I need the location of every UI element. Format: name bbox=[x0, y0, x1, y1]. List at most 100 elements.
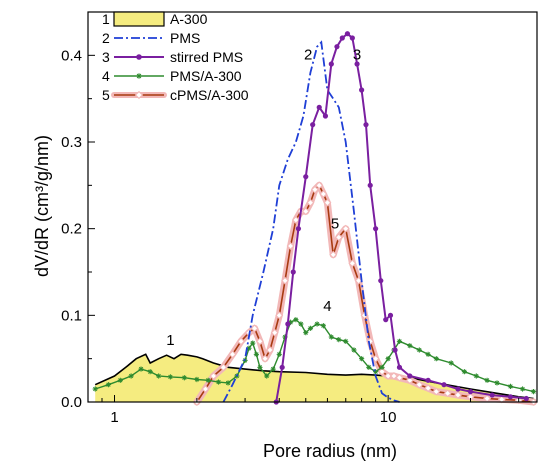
series-4-point bbox=[147, 369, 153, 375]
series-4-point bbox=[205, 377, 211, 383]
series-5-point bbox=[371, 354, 380, 363]
series-5-point bbox=[201, 385, 210, 393]
curve-labels: 1 2 3 4 5 bbox=[166, 47, 361, 349]
series-4-point bbox=[396, 338, 403, 344]
series-5-point bbox=[275, 311, 284, 320]
legend-label: cPMS/A-300 bbox=[170, 87, 249, 103]
series-4-point bbox=[473, 373, 479, 379]
series-5-point bbox=[348, 259, 357, 268]
series-4-point bbox=[519, 386, 526, 392]
series-3-point bbox=[344, 31, 351, 37]
series-4-point bbox=[282, 334, 288, 340]
series-4-point bbox=[215, 379, 222, 385]
series-3-point bbox=[354, 61, 360, 67]
series-4-point bbox=[351, 347, 357, 353]
series-4-point bbox=[128, 373, 134, 379]
legend-label: PMS/A-300 bbox=[170, 68, 242, 84]
legend-number: 2 bbox=[102, 30, 110, 46]
series-3-line bbox=[275, 32, 527, 403]
series-5-point bbox=[432, 387, 441, 396]
series-5-point bbox=[237, 337, 246, 346]
series-5-point bbox=[415, 380, 424, 389]
y-tick-label: 0.0 bbox=[61, 394, 82, 411]
series-5-point bbox=[334, 233, 343, 242]
series-3-point bbox=[363, 122, 369, 128]
series-4-point bbox=[320, 323, 327, 329]
series-4-point bbox=[379, 364, 385, 370]
x-axis-title: Pore radius (nm) bbox=[263, 441, 397, 461]
y-tick-label: 0.1 bbox=[61, 307, 82, 324]
series-5-point bbox=[319, 190, 328, 198]
series-4-point bbox=[117, 377, 123, 383]
plot-frame bbox=[87, 11, 538, 403]
series-2-line bbox=[222, 40, 400, 403]
series-4-point bbox=[276, 351, 282, 357]
series-4-point bbox=[448, 360, 454, 366]
series-5-point bbox=[424, 384, 433, 393]
series-5-point bbox=[291, 216, 300, 224]
series-4-point bbox=[264, 373, 270, 379]
series-4-point bbox=[181, 375, 187, 381]
series-4-point bbox=[484, 377, 490, 383]
series-3-point bbox=[334, 44, 340, 50]
series-4-point bbox=[257, 364, 263, 370]
legend: 1 A-300 2 PMS 3 stirred PMS 4 PMS/A-300 5 cPMS/A-… bbox=[102, 11, 249, 103]
legend-number: 1 bbox=[102, 11, 110, 27]
series-3-point bbox=[349, 35, 355, 41]
legend-label: stirred PMS bbox=[170, 49, 243, 65]
series-5-point bbox=[250, 324, 259, 333]
plot-curves bbox=[92, 31, 538, 406]
series-3-point bbox=[489, 392, 495, 398]
legend-marker bbox=[136, 54, 142, 60]
series-4-point bbox=[298, 321, 304, 327]
series-3-point bbox=[316, 104, 322, 110]
legend-label: A-300 bbox=[170, 11, 208, 27]
series-5-point bbox=[323, 198, 332, 207]
series-5-point bbox=[310, 185, 319, 194]
series-3-point bbox=[290, 269, 296, 275]
y-axis-title: dV/dR (cm³/g/nm) bbox=[32, 135, 52, 277]
legend-marker bbox=[134, 90, 144, 100]
series-4-point bbox=[416, 347, 422, 353]
curve-label-4: 4 bbox=[323, 298, 331, 315]
series-4-point bbox=[530, 389, 537, 395]
series-3-point bbox=[367, 182, 373, 188]
series-5-point bbox=[315, 181, 324, 190]
legend-number: 5 bbox=[102, 87, 110, 103]
series-4-point bbox=[328, 334, 334, 340]
series-4-point bbox=[433, 356, 439, 362]
series-3-point bbox=[285, 321, 291, 327]
series-5-point bbox=[378, 367, 387, 376]
series-5-point bbox=[389, 372, 398, 380]
series-3-point bbox=[339, 35, 345, 41]
series-4-point bbox=[507, 383, 514, 389]
series-5-point bbox=[228, 350, 237, 359]
series-3-point bbox=[279, 364, 285, 370]
series-3-point bbox=[523, 395, 529, 402]
series-3-point bbox=[396, 364, 403, 370]
series-4-point bbox=[225, 380, 231, 386]
series-4-point bbox=[385, 356, 391, 362]
legend-number: 4 bbox=[102, 68, 110, 84]
legend-label: PMS bbox=[170, 30, 200, 46]
x-tick-label: 1 bbox=[110, 409, 118, 426]
series-3-point bbox=[328, 61, 334, 67]
series-3-point bbox=[387, 312, 394, 318]
series-3-point bbox=[425, 377, 431, 383]
series-5-point bbox=[255, 337, 264, 346]
series-5-point bbox=[329, 250, 338, 259]
series-3-point bbox=[373, 226, 379, 232]
series-3-point bbox=[407, 373, 413, 379]
series-4-point bbox=[253, 351, 259, 357]
y-tick-label: 0.2 bbox=[61, 221, 82, 238]
series-4-point bbox=[407, 343, 413, 349]
series-4-point bbox=[156, 373, 162, 379]
series-5-point bbox=[405, 376, 414, 385]
series-4-point bbox=[138, 366, 144, 372]
y-tick-label: 0.4 bbox=[61, 47, 82, 64]
series-5-point bbox=[219, 363, 228, 372]
series-5-point bbox=[360, 311, 369, 320]
series-5-point bbox=[301, 207, 310, 216]
series-5-point bbox=[281, 276, 290, 285]
